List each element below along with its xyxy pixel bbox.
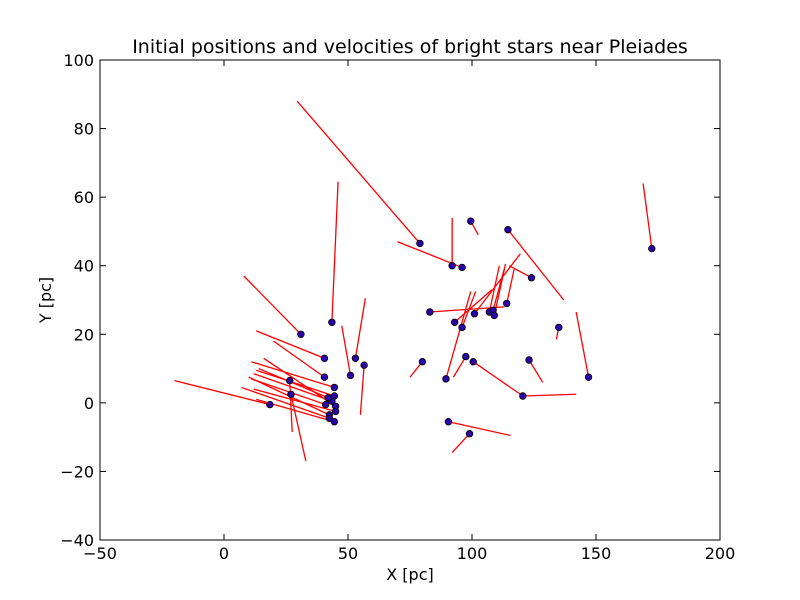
y-tick-label: −20 (60, 462, 94, 481)
star-point (490, 311, 499, 320)
velocity-vector (243, 275, 302, 335)
velocity-vector (359, 365, 365, 415)
velocity-vector (174, 379, 271, 406)
star-point (467, 217, 475, 225)
star-point (527, 274, 536, 282)
y-tick-label: 20 (74, 325, 94, 344)
y-tick-label: −40 (60, 531, 94, 550)
star-point (297, 330, 305, 338)
star-point (470, 310, 479, 318)
star-point (324, 394, 332, 402)
star-point (503, 299, 511, 308)
velocity-vector (528, 359, 544, 383)
star-point (418, 358, 427, 366)
star-point (519, 392, 527, 400)
velocity-vector (253, 388, 336, 413)
y-tick-label: 80 (74, 120, 94, 139)
y-tick-label: 0 (84, 394, 94, 413)
star-point (266, 400, 274, 409)
velocity-vector (263, 357, 336, 407)
velocity-vector (241, 386, 330, 419)
star-point (426, 308, 434, 316)
velocity-vector (448, 421, 511, 437)
star-point (286, 376, 294, 385)
velocity-vector (251, 361, 335, 389)
velocity-vector (256, 369, 335, 397)
velocity-vector (522, 393, 577, 397)
plot-area (174, 100, 656, 462)
star-point (448, 262, 456, 270)
star-point (331, 407, 340, 416)
star-point (320, 354, 329, 362)
star-point (442, 375, 450, 383)
axes-frame (99, 59, 721, 541)
star-point (320, 373, 329, 381)
star-point (462, 352, 470, 361)
star-point (444, 418, 453, 426)
axis-ticks: −50 0 50 100 150 200 −40 −20 0 20 40 60 80 100 (60, 51, 735, 563)
x-tick-label: 50 (338, 544, 358, 563)
velocity-vector (451, 433, 470, 454)
velocity-vector (289, 380, 293, 433)
y-tick-label: 40 (74, 257, 94, 276)
x-axis-label: X [pc] (386, 565, 433, 584)
star-point (321, 400, 330, 409)
velocity-vector (255, 330, 325, 359)
velocity-vector (575, 311, 590, 378)
x-tick-label: 0 (219, 544, 229, 563)
y-tick-label: 60 (74, 188, 94, 207)
y-tick-label: 100 (63, 51, 94, 70)
star-point (469, 358, 477, 366)
star-point (287, 390, 295, 398)
velocity-vector (454, 289, 493, 323)
star-point (555, 323, 563, 332)
star-point (416, 239, 424, 248)
star-point (346, 371, 355, 380)
velocity-vector (354, 298, 367, 359)
chart-title: Initial positions and velocities of brig… (132, 36, 688, 58)
velocity-vector (461, 291, 477, 328)
x-tick-label: 100 (457, 544, 488, 563)
star-point (458, 323, 466, 332)
velocity-vector (508, 265, 532, 279)
velocity-vector (341, 325, 352, 376)
velocity-vector (445, 291, 472, 380)
velocity-vector (296, 100, 421, 244)
star-point (504, 226, 512, 234)
star-point (648, 244, 656, 253)
star-point (525, 356, 533, 364)
velocity-vector (642, 183, 653, 249)
velocity-vector (506, 269, 515, 304)
velocity-vector (273, 340, 325, 378)
y-axis-label: Y [pc] (36, 277, 55, 324)
star-point (465, 430, 474, 438)
star-point (328, 318, 336, 326)
velocity-vector (331, 181, 339, 323)
velocity-vector (452, 356, 467, 378)
star-point (584, 373, 593, 381)
x-tick-label: −50 (83, 544, 117, 563)
velocity-vector (472, 361, 524, 397)
x-tick-label: 200 (705, 544, 736, 563)
velocity-vector (253, 373, 333, 402)
velocity-vector (488, 265, 500, 313)
star-point (450, 318, 459, 326)
x-tick-label: 150 (581, 544, 612, 563)
velocity-vector (507, 229, 565, 301)
velocity-vector (473, 253, 521, 315)
star-point (330, 383, 339, 392)
star-point (458, 263, 466, 272)
star-point (325, 414, 334, 422)
velocity-vector (493, 263, 507, 316)
star-point (330, 418, 339, 426)
star-point (351, 354, 360, 362)
star-point (360, 361, 368, 369)
